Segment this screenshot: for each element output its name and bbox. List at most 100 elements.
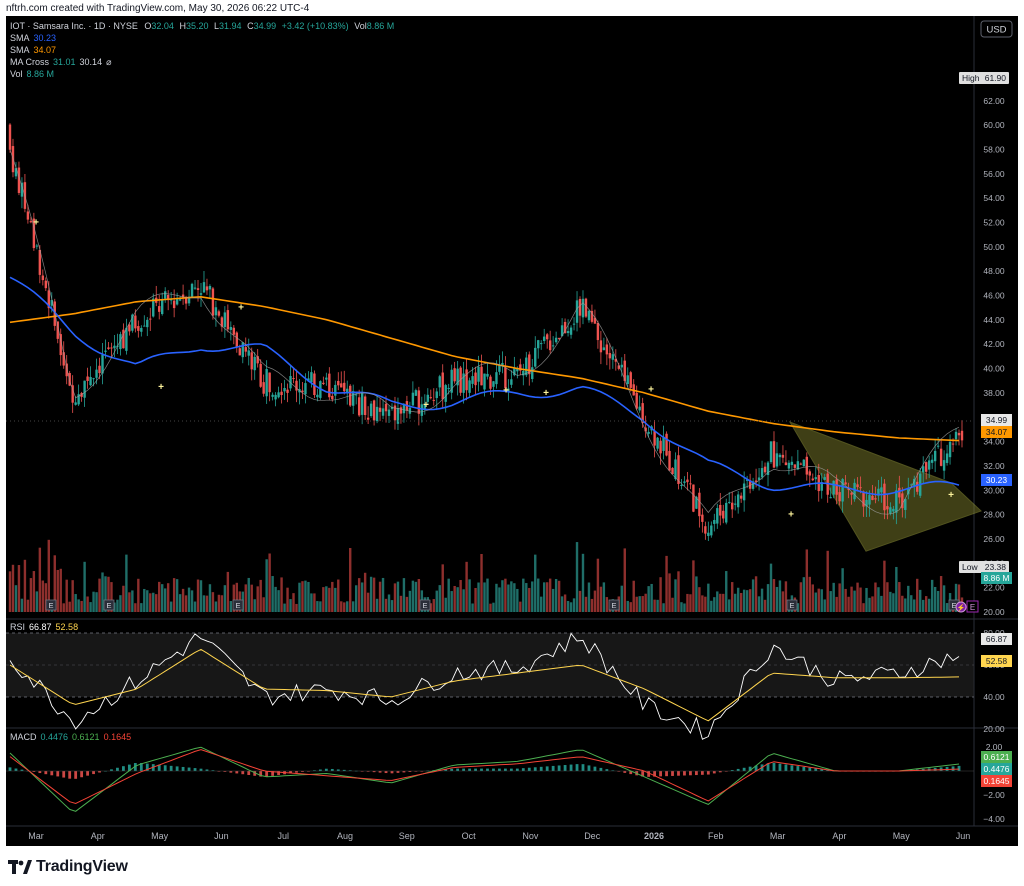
sma200-line <box>9 295 960 442</box>
macd-hist-bar <box>492 768 495 771</box>
candle-body <box>856 484 859 488</box>
candle-body <box>832 480 835 495</box>
candle-body <box>790 461 794 465</box>
macd-hist-bar <box>814 768 818 771</box>
volume-bar <box>892 593 895 612</box>
rsi-value-tag <box>981 633 1012 645</box>
macd-hist-bar <box>181 766 185 771</box>
candle-body <box>223 312 227 328</box>
volume-bar <box>877 587 880 612</box>
volume-bar <box>698 587 701 612</box>
tradingview-logo[interactable]: TradingView <box>8 857 128 877</box>
candle-body <box>134 315 137 329</box>
volume-bar <box>337 579 340 612</box>
candle-body <box>450 369 453 393</box>
volume-bar <box>83 561 86 612</box>
volume-bar <box>704 596 707 612</box>
low-marker <box>959 561 1009 573</box>
legend-chg: +3.42 (+10.83%) <box>282 21 349 31</box>
macd-hist: 0.4476 <box>41 732 69 742</box>
macd-hist-bar <box>372 771 376 773</box>
volume-bar <box>853 590 856 612</box>
earnings-upcoming-icon[interactable] <box>966 600 979 613</box>
volume-bar <box>808 576 811 612</box>
candle-body <box>208 285 212 290</box>
candle-body <box>387 409 391 416</box>
volume-bar <box>656 599 659 612</box>
price-axis[interactable]: 64.0062.0060.0058.0056.0054.0052.0050.00… <box>983 71 1005 617</box>
legend-l: 31.94 <box>219 21 242 31</box>
volume-bar <box>492 602 495 612</box>
macd-hist-bar <box>748 766 752 771</box>
candle-body <box>384 403 388 412</box>
price-tick-label: 48.00 <box>983 266 1005 276</box>
macd-hist-bar <box>289 771 292 774</box>
candle-body <box>47 290 50 309</box>
macd-hist-bar <box>796 766 800 771</box>
candle-body <box>465 369 468 391</box>
macd-hist-bar <box>32 771 36 772</box>
macd-hist-bar <box>247 771 251 775</box>
candle-body <box>29 221 33 223</box>
candle-body <box>369 403 373 417</box>
candle-body <box>799 463 803 465</box>
legend-o: 32.04 <box>151 21 174 31</box>
macd-hist-bar <box>169 765 173 771</box>
volume-bar <box>823 599 826 612</box>
candle-body <box>957 432 961 436</box>
candle-body <box>704 526 707 534</box>
candle-body <box>408 407 412 414</box>
volume-bar <box>11 564 15 612</box>
candle-body <box>781 454 785 458</box>
volume-bar <box>190 590 194 612</box>
macd-hist-bar <box>50 771 54 776</box>
candle-body <box>166 294 170 301</box>
candle-body <box>939 448 943 466</box>
candle-body <box>483 373 486 390</box>
candle-body <box>238 348 241 356</box>
volume-bar <box>256 586 259 612</box>
currency-button[interactable] <box>980 20 1013 38</box>
candle-body <box>453 368 456 382</box>
volume-bar <box>432 599 435 612</box>
lightning-icon[interactable] <box>955 601 967 613</box>
volume-bar <box>939 576 943 612</box>
volume-bar <box>152 592 155 612</box>
candle-body <box>280 391 283 396</box>
macd-hist-bar <box>450 768 454 771</box>
macd-hist-bar <box>122 766 125 771</box>
volume-bar <box>632 580 635 612</box>
macd-hist-bar <box>229 771 233 773</box>
volume-bar <box>122 585 125 612</box>
low-label: Low <box>962 562 978 572</box>
volume-bar <box>531 581 534 612</box>
time-tick-label: Feb <box>708 831 724 841</box>
candle-body <box>641 403 644 424</box>
candle-body <box>456 368 459 386</box>
last-close-value: 34.99 <box>986 415 1008 425</box>
candle-body <box>516 368 519 372</box>
volume-bar <box>354 585 358 612</box>
macd-hist-bar <box>20 769 24 771</box>
volume-bar <box>593 590 597 612</box>
macd-hist-bar <box>402 771 406 773</box>
volume-bar <box>405 596 409 612</box>
candle-body <box>850 492 853 495</box>
volume-bar <box>733 593 737 612</box>
candle-body <box>95 369 98 378</box>
candle-body <box>122 329 125 349</box>
rsi-tick-label: 40.00 <box>983 692 1005 702</box>
time-axis[interactable]: Mar Apr May Jun Jul Aug Sep Oct Nov Dec 2026 Feb Mar… <box>28 831 970 841</box>
volume-bar <box>725 571 728 612</box>
volume-bar <box>113 602 116 612</box>
macd-hist-bar <box>742 767 746 771</box>
candle-body <box>922 466 925 473</box>
candle-body <box>531 367 534 379</box>
candle-body <box>883 483 886 511</box>
candle-body <box>569 327 573 335</box>
volume-bar <box>838 583 841 612</box>
volume-bar <box>689 594 692 612</box>
